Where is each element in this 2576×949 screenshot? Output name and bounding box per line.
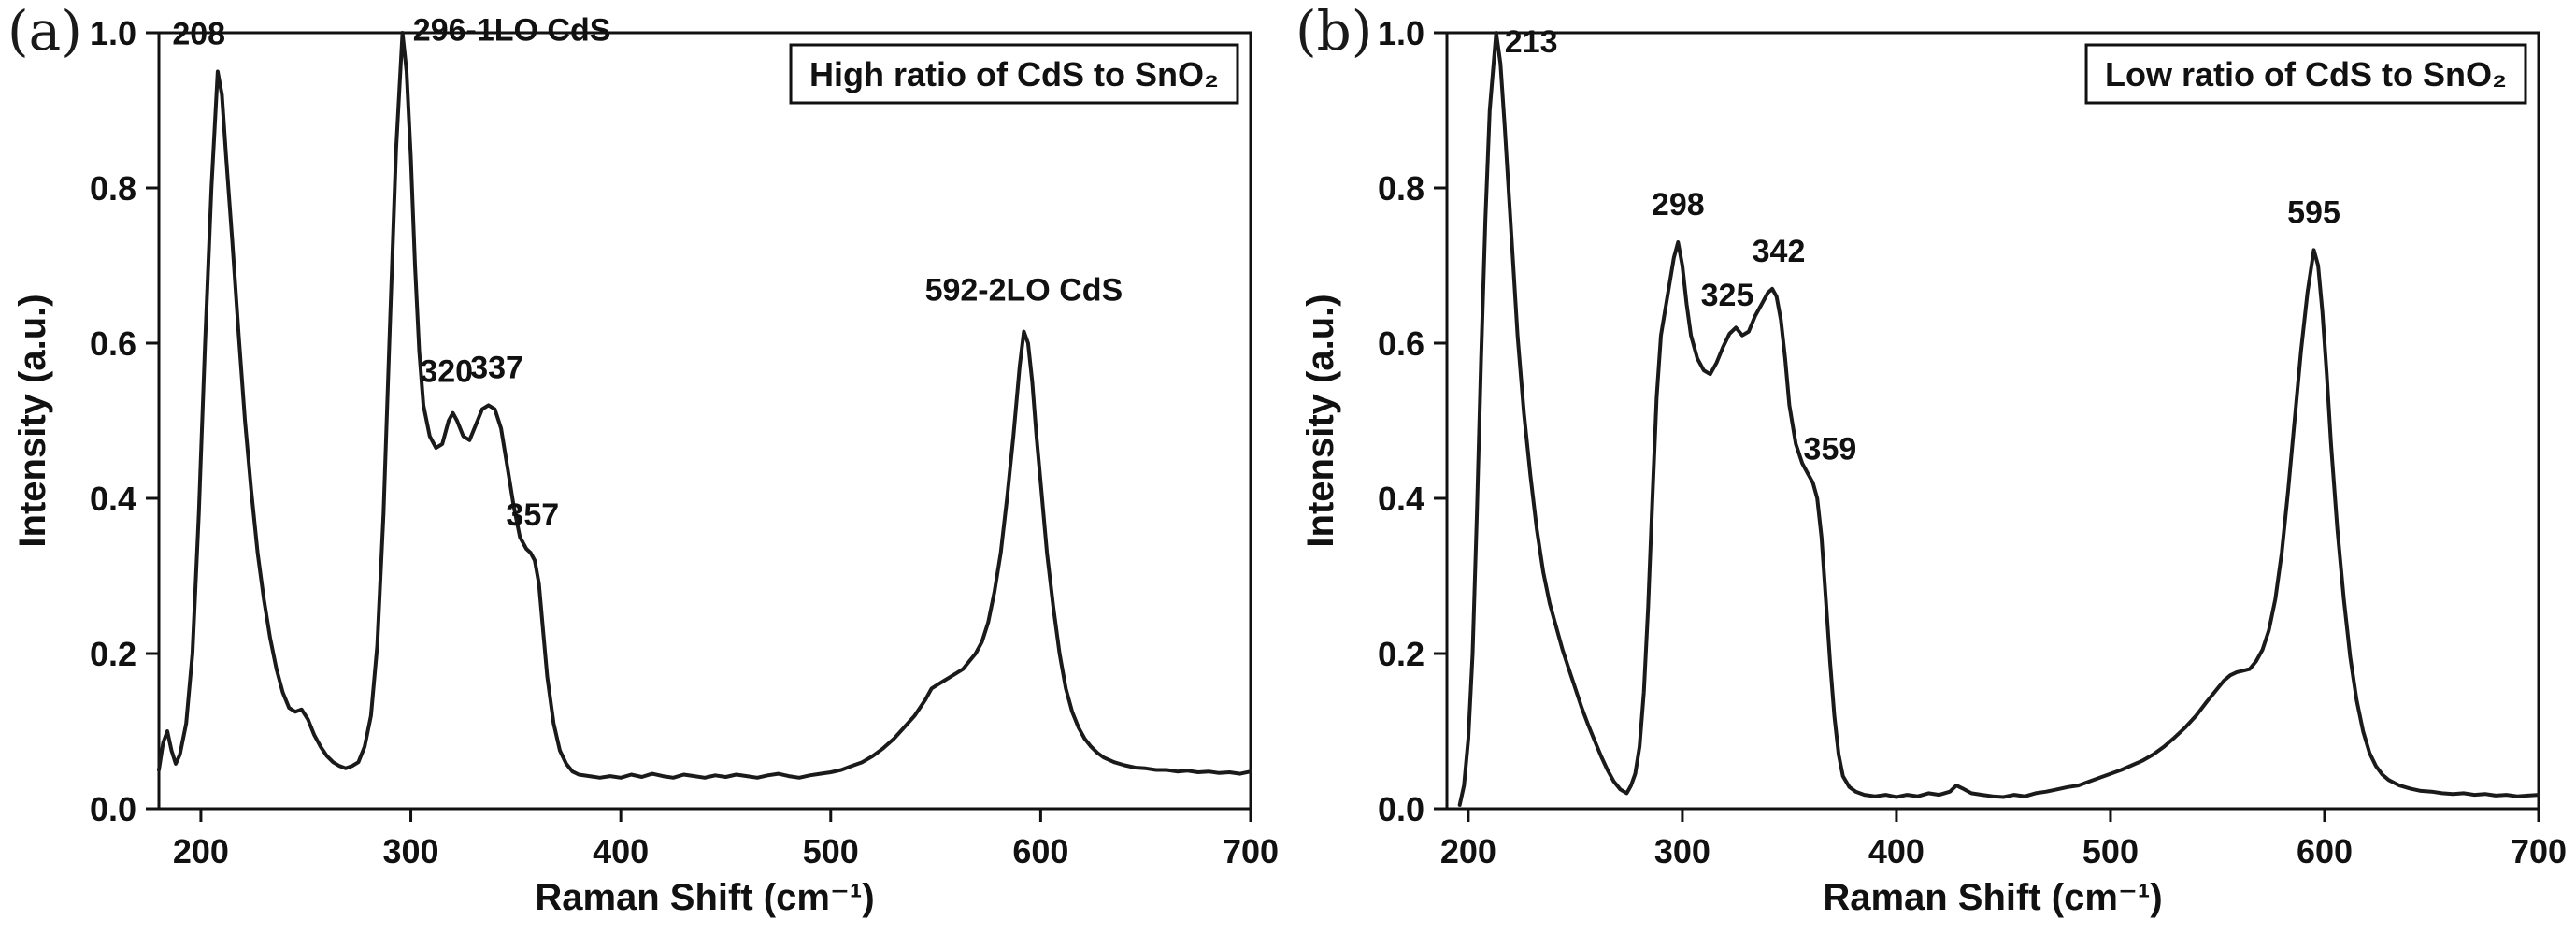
y-tick-label: 1.0 xyxy=(1378,14,1424,52)
y-tick-label: 0.4 xyxy=(1378,480,1424,518)
panel-b-label: (b) xyxy=(1295,0,1373,63)
y-axis-title: Intensity (a.u.) xyxy=(12,294,53,547)
x-tick-label: 200 xyxy=(173,832,229,870)
peak-annotation: 208 xyxy=(172,17,225,52)
peak-annotation: 595 xyxy=(2287,194,2340,230)
y-tick-label: 0.2 xyxy=(1378,635,1424,673)
y-tick-label: 0.8 xyxy=(90,169,136,208)
legend-title: High ratio of CdS to SnO₂ xyxy=(809,55,1219,93)
peak-annotation: 337 xyxy=(470,350,523,385)
peak-annotation: 325 xyxy=(1701,278,1754,313)
x-tick-label: 500 xyxy=(2082,832,2139,870)
y-tick-label: 0.8 xyxy=(1378,169,1424,208)
y-tick-label: 0.4 xyxy=(90,480,136,518)
peak-annotation: 213 xyxy=(1505,24,1558,60)
peak-annotation: 320 xyxy=(420,354,473,390)
y-tick-label: 0.6 xyxy=(90,324,136,363)
raman-chart-a: 200 300 400 500 600 700 0.0 0.2 0.4 0.6 0.8 1.0 Rama… xyxy=(12,12,1279,918)
peak-annotation: 359 xyxy=(1804,432,1857,467)
x-tick-label: 700 xyxy=(1223,832,1279,870)
plot-frame xyxy=(1445,31,2540,811)
y-tick-label: 1.0 xyxy=(90,14,136,52)
y-tick-label: 0.0 xyxy=(1378,790,1424,828)
peak-annotation: 592-2LO CdS xyxy=(925,272,1123,308)
x-tick-label: 500 xyxy=(803,832,859,870)
panel-a-label: (a) xyxy=(7,0,82,63)
panel-a: 200 300 400 500 600 700 0.0 0.2 0.4 0.6 0.8 1.0 Rama… xyxy=(7,0,1279,918)
x-tick-label: 200 xyxy=(1440,832,1496,870)
y-tick-label: 0.6 xyxy=(1378,324,1424,363)
plot-frame xyxy=(157,31,1252,811)
legend-title: Low ratio of CdS to SnO₂ xyxy=(2105,55,2507,93)
y-tick-label: 0.2 xyxy=(90,635,136,673)
x-axis-title: Raman Shift (cm⁻¹) xyxy=(1823,877,2162,918)
spectrum-trace xyxy=(157,31,1252,780)
x-tick-label: 600 xyxy=(2297,832,2353,870)
x-tick-label: 700 xyxy=(2511,832,2567,870)
legend-box xyxy=(789,43,1239,105)
legend-box xyxy=(2084,43,2527,105)
panel-b: 200 300 400 500 600 700 0.0 0.2 0.4 0.6 0.8 1.0 Rama… xyxy=(1288,0,2576,949)
peak-annotation: 296-1LO CdS xyxy=(413,12,611,48)
x-axis-title: Raman Shift (cm⁻¹) xyxy=(535,877,874,918)
y-tick-label: 0.0 xyxy=(90,790,136,828)
spectrum-trace xyxy=(1457,31,2540,807)
peak-annotation: 342 xyxy=(1753,234,1806,269)
x-tick-label: 300 xyxy=(1654,832,1710,870)
x-tick-label: 400 xyxy=(1868,832,1925,870)
x-tick-label: 600 xyxy=(1012,832,1068,870)
peak-annotation: 298 xyxy=(1652,187,1705,223)
raman-chart-b: 200 300 400 500 600 700 0.0 0.2 0.4 0.6 0.8 1.0 Rama… xyxy=(1300,14,2567,918)
peak-annotation: 357 xyxy=(506,497,559,533)
x-tick-label: 400 xyxy=(593,832,649,870)
y-axis-title: Intensity (a.u.) xyxy=(1300,294,1341,547)
x-tick-label: 300 xyxy=(382,832,438,870)
